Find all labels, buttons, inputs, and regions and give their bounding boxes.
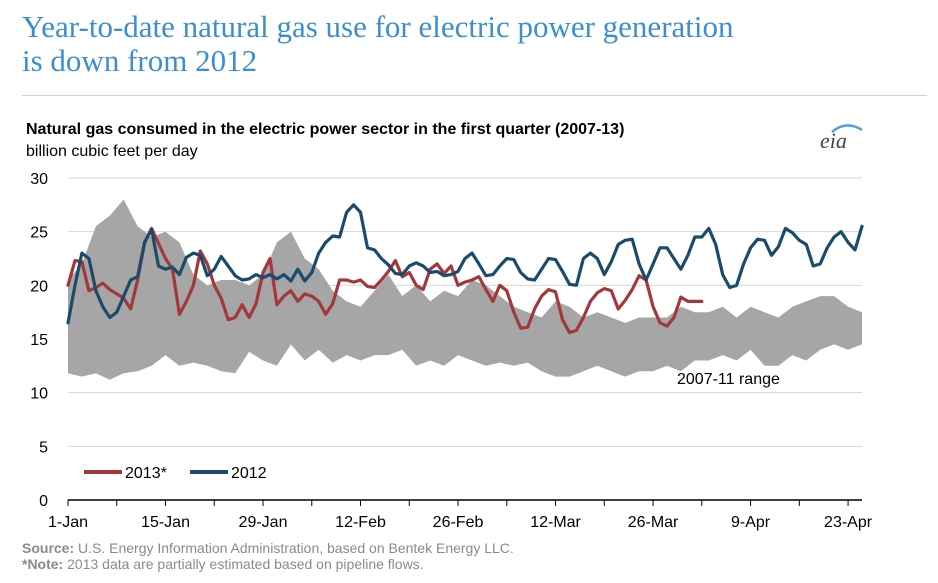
axes [67, 499, 862, 506]
tick-labels: 0 5 10 15 20 25 30 1-Jan 15-Jan 29-Jan 12-Feb 26-Fe… [30, 171, 873, 531]
series-line-2012 [66, 203, 864, 325]
x-tick-label: 12-Feb [335, 514, 386, 531]
y-tick-label: 5 [39, 439, 48, 456]
chart-subtitle: billion cubic feet per day [26, 143, 198, 160]
y-tick-label: 10 [30, 386, 48, 403]
source-label: Source: [22, 540, 75, 556]
legend-label-2012: 2012 [231, 465, 267, 482]
x-tick-label: 12-Mar [530, 514, 581, 531]
y-tick-label: 30 [30, 171, 48, 188]
eia-logo-arc [831, 124, 863, 133]
range-band-area [68, 199, 862, 380]
x-tick-label: 9-Apr [731, 514, 771, 531]
source-note: Source: U.S. Energy Information Administ… [22, 540, 514, 556]
x-tick-label: 26-Mar [628, 514, 679, 531]
footnote: *Note: 2013 data are partially estimated… [22, 556, 424, 572]
title-divider [22, 95, 927, 96]
range-annotation: 2007-11 range [677, 371, 780, 388]
y-tick-label: 25 [30, 225, 48, 242]
legend-label-2013: 2013* [125, 465, 167, 482]
eia-logo: eia [820, 124, 863, 153]
x-tick-label: 1-Jan [48, 514, 88, 531]
slide-title: Year-to-date natural gas use for electri… [22, 10, 927, 78]
slide-title-line1: Year-to-date natural gas use for electri… [22, 9, 734, 44]
x-tick-label: 26-Feb [433, 514, 484, 531]
y-tick-label: 0 [39, 493, 48, 510]
x-tick-label: 15-Jan [141, 514, 190, 531]
x-tick-label: 23-Apr [824, 514, 873, 531]
range-band-layer [68, 199, 862, 380]
chart-title: Natural gas consumed in the electric pow… [26, 121, 624, 138]
legend: 2013* 2012 [84, 465, 267, 482]
series-line-2013 [66, 226, 704, 335]
series-layer [66, 203, 864, 335]
y-tick-label: 20 [30, 278, 48, 295]
slide-title-line2: is down from 2012 [22, 43, 258, 78]
y-tick-label: 15 [30, 332, 48, 349]
note-text: 2013 data are partially estimated based … [63, 556, 424, 572]
x-tick-label: 29-Jan [239, 514, 288, 531]
source-text: U.S. Energy Information Administration, … [74, 540, 514, 556]
note-label: *Note: [22, 556, 64, 572]
